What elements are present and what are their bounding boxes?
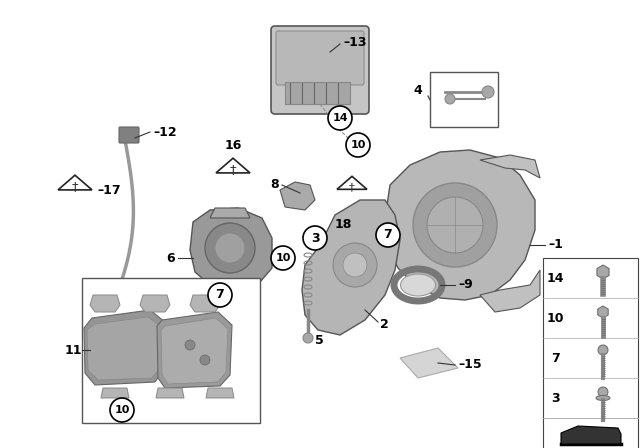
Polygon shape — [90, 295, 120, 312]
Text: 14: 14 — [332, 113, 348, 123]
Text: 10: 10 — [350, 140, 365, 150]
Circle shape — [333, 243, 377, 287]
Polygon shape — [206, 388, 234, 398]
Text: 4: 4 — [413, 83, 422, 96]
Text: –9: –9 — [458, 279, 473, 292]
Circle shape — [303, 333, 313, 343]
Polygon shape — [385, 150, 535, 300]
Circle shape — [598, 387, 608, 397]
FancyBboxPatch shape — [119, 127, 139, 143]
Polygon shape — [161, 318, 228, 384]
Circle shape — [598, 345, 608, 355]
Polygon shape — [157, 312, 232, 388]
Polygon shape — [84, 310, 165, 385]
Polygon shape — [337, 177, 367, 190]
Text: 7: 7 — [216, 289, 225, 302]
Circle shape — [482, 86, 494, 98]
FancyBboxPatch shape — [271, 26, 369, 114]
Polygon shape — [87, 317, 162, 380]
Bar — [285, 82, 350, 104]
Text: 10: 10 — [115, 405, 130, 415]
Circle shape — [200, 355, 210, 365]
Circle shape — [413, 183, 497, 267]
Text: 16: 16 — [224, 139, 242, 152]
Text: 2: 2 — [380, 318, 388, 331]
Text: 18: 18 — [335, 219, 353, 232]
Polygon shape — [400, 348, 458, 378]
Circle shape — [343, 253, 367, 277]
Polygon shape — [480, 155, 540, 178]
Polygon shape — [302, 200, 400, 335]
Text: 7: 7 — [383, 228, 392, 241]
Polygon shape — [216, 158, 250, 173]
Text: 10: 10 — [275, 253, 291, 263]
Text: 10: 10 — [547, 311, 564, 324]
Polygon shape — [156, 388, 184, 398]
Circle shape — [303, 226, 327, 250]
Circle shape — [205, 223, 255, 273]
Polygon shape — [561, 426, 621, 444]
Text: 3: 3 — [550, 392, 559, 405]
Text: 6: 6 — [166, 251, 175, 264]
Text: –15: –15 — [458, 358, 482, 371]
Circle shape — [427, 197, 483, 253]
Text: 5: 5 — [315, 333, 324, 346]
Bar — [82, 278, 260, 423]
Bar — [430, 72, 498, 127]
Text: –12: –12 — [153, 125, 177, 138]
Circle shape — [215, 233, 245, 263]
Text: 8: 8 — [270, 178, 279, 191]
FancyBboxPatch shape — [276, 31, 364, 85]
Text: –1: –1 — [548, 238, 563, 251]
Text: –17: –17 — [97, 184, 120, 197]
Circle shape — [185, 340, 195, 350]
Circle shape — [376, 223, 400, 247]
Text: †: † — [230, 164, 236, 177]
Ellipse shape — [596, 396, 610, 401]
Circle shape — [110, 398, 134, 422]
Polygon shape — [480, 270, 540, 312]
Text: 14: 14 — [547, 271, 564, 284]
Circle shape — [271, 246, 295, 270]
Ellipse shape — [401, 274, 435, 296]
Circle shape — [346, 133, 370, 157]
Circle shape — [328, 106, 352, 130]
Polygon shape — [140, 295, 170, 312]
Circle shape — [445, 94, 455, 104]
Polygon shape — [190, 295, 220, 312]
Text: †: † — [72, 181, 78, 194]
Text: –13: –13 — [343, 35, 367, 48]
Text: †: † — [349, 182, 355, 192]
Circle shape — [208, 283, 232, 307]
Text: 211507: 211507 — [569, 433, 611, 443]
Polygon shape — [58, 175, 92, 190]
Text: 3: 3 — [310, 232, 319, 245]
Polygon shape — [210, 208, 250, 218]
Text: 11: 11 — [65, 344, 82, 357]
Text: 7: 7 — [550, 352, 559, 365]
Polygon shape — [280, 182, 315, 210]
Polygon shape — [101, 388, 129, 398]
Polygon shape — [190, 208, 272, 290]
Bar — [543, 258, 638, 448]
